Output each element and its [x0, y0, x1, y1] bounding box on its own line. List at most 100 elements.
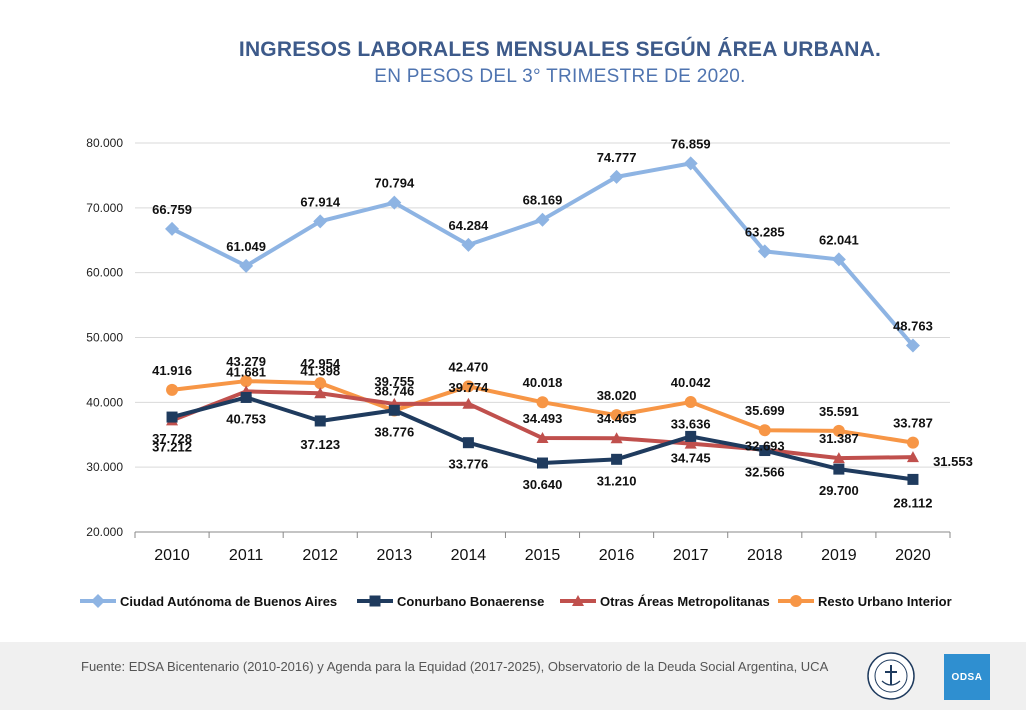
- data-point: [387, 195, 402, 210]
- data-label: 31.553: [933, 454, 973, 469]
- data-label: 42.470: [449, 359, 489, 374]
- data-point: [609, 169, 624, 184]
- data-point: [759, 445, 771, 457]
- data-point: [907, 473, 919, 485]
- data-point: [165, 221, 180, 236]
- data-point: [313, 214, 328, 229]
- data-label: 29.700: [819, 483, 859, 498]
- data-label: 34.745: [671, 450, 711, 465]
- data-label: 33.636: [671, 417, 711, 432]
- series-line: [171, 161, 915, 347]
- data-point: [905, 338, 920, 353]
- x-tick-label: 2010: [154, 547, 190, 564]
- data-point: [906, 436, 919, 449]
- data-label: 41.681: [226, 364, 266, 379]
- data-label: 67.914: [300, 194, 341, 209]
- data-label: 68.169: [523, 193, 563, 208]
- data-label: 39.755: [374, 374, 414, 389]
- grid-lines: [134, 142, 951, 538]
- uca-seal-icon: [867, 652, 915, 700]
- x-tick-label: 2014: [451, 547, 487, 564]
- data-label: 63.285: [745, 224, 785, 239]
- data-point: [536, 432, 549, 444]
- series-lines: [165, 156, 920, 485]
- data-point: [685, 430, 697, 442]
- data-point: [833, 463, 845, 475]
- y-tick-label: 60.000: [86, 266, 123, 280]
- data-label: 30.640: [523, 477, 563, 492]
- data-label: 38.020: [597, 388, 637, 403]
- data-point: [610, 432, 623, 444]
- legend-label: Resto Urbano Interior: [818, 594, 952, 609]
- legend-label: Ciudad Autónoma de Buenos Aires: [120, 594, 337, 609]
- x-tick-label: 2011: [229, 547, 264, 564]
- data-label: 34.465: [597, 411, 637, 426]
- data-label: 34.493: [523, 411, 563, 426]
- data-point: [757, 244, 772, 259]
- data-label: 37.212: [152, 439, 192, 454]
- data-label: 61.049: [226, 239, 266, 254]
- data-label: 37.123: [300, 437, 340, 452]
- x-tick-label: 2020: [895, 547, 931, 564]
- data-label: 38.746: [374, 383, 414, 398]
- data-label: 48.763: [893, 319, 933, 334]
- data-label: 40.042: [671, 375, 711, 390]
- y-tick-label: 30.000: [86, 460, 123, 474]
- data-labels: 66.759 61.049 67.914 70.794 64.284 68.169 74.7…: [152, 136, 973, 510]
- legend-label: Otras Áreas Metropolitanas: [600, 594, 770, 609]
- data-point: [536, 396, 549, 409]
- data-point: [91, 594, 105, 608]
- data-point: [240, 375, 253, 388]
- data-point: [462, 397, 475, 409]
- data-point: [314, 415, 326, 427]
- y-tick-label: 70.000: [86, 201, 123, 215]
- data-label: 62.041: [819, 232, 859, 247]
- odsa-logo: ODSA: [944, 654, 990, 700]
- y-axis-ticks: 20.000 30.000 40.000 50.000 60.000 70.000 80.0…: [86, 136, 123, 539]
- data-point: [684, 437, 697, 449]
- x-axis-ticks: 2010 2011 2012 2013 2014 2015 2016 2017 2018 2019…: [154, 547, 931, 564]
- data-point: [369, 595, 381, 607]
- y-tick-label: 80.000: [86, 136, 123, 150]
- data-point: [240, 391, 252, 403]
- data-label: 33.776: [449, 457, 489, 472]
- line-chart: 20.000 30.000 40.000 50.000 60.000 70.000 80.0…: [80, 136, 973, 609]
- x-tick-label: 2017: [673, 547, 709, 564]
- data-point: [758, 424, 771, 437]
- data-point: [832, 424, 845, 437]
- data-point: [537, 457, 548, 469]
- data-point: [831, 252, 846, 267]
- data-label: 32.693: [745, 439, 785, 454]
- data-point: [239, 258, 254, 273]
- data-label: 39.774: [449, 380, 490, 395]
- data-point: [611, 453, 623, 465]
- source-note: Fuente: EDSA Bicentenario (2010-2016) y …: [81, 659, 829, 674]
- x-tick-label: 2012: [302, 547, 338, 564]
- y-tick-label: 40.000: [86, 395, 123, 409]
- data-label: 31.387: [819, 431, 859, 446]
- x-tick-label: 2013: [377, 547, 413, 564]
- data-point: [166, 411, 178, 423]
- chart-title: INGRESOS LABORALES MENSUALES SEGÚN ÁREA …: [238, 38, 882, 61]
- data-point: [461, 237, 476, 252]
- data-label: 64.284: [449, 218, 490, 233]
- chart-subtitle: EN PESOS DEL 3° TRIMESTRE DE 2020.: [374, 66, 746, 87]
- y-tick-label: 20.000: [86, 525, 123, 539]
- data-point: [684, 396, 697, 409]
- data-label: 41.398: [300, 363, 340, 378]
- data-label: 41.916: [152, 363, 192, 378]
- data-label: 38.776: [374, 424, 414, 439]
- data-label: 37.728: [152, 431, 192, 446]
- data-label: 76.859: [671, 136, 711, 151]
- data-label: 42.954: [300, 356, 341, 371]
- data-point: [388, 404, 400, 416]
- legend-label: Conurbano Bonaerense: [397, 594, 544, 609]
- data-point: [572, 595, 584, 606]
- data-point: [610, 409, 623, 422]
- data-label: 28.112: [893, 495, 932, 510]
- data-label: 31.210: [597, 473, 637, 488]
- data-label: 43.279: [226, 354, 266, 369]
- data-label: 74.777: [597, 150, 637, 165]
- data-label: 32.566: [745, 465, 785, 480]
- data-label: 40.753: [226, 411, 266, 426]
